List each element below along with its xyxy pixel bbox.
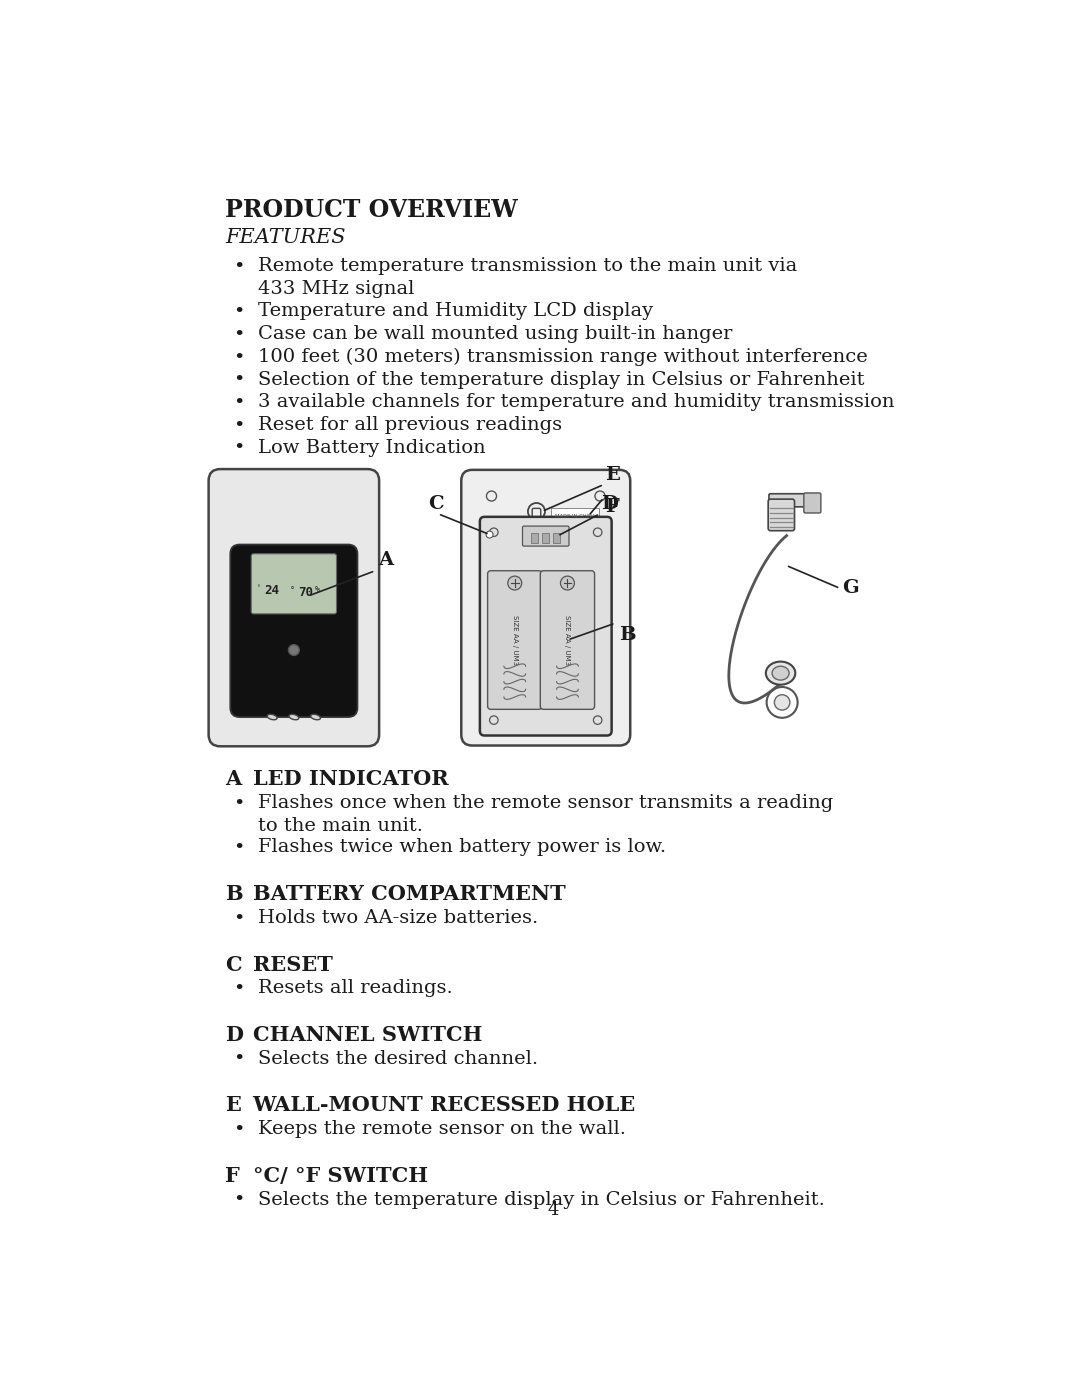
Text: Low Battery Indication: Low Battery Indication [258, 439, 486, 457]
Text: B: B [619, 626, 635, 644]
Text: •: • [233, 349, 244, 366]
Text: MADE IN CHINA: MADE IN CHINA [555, 514, 595, 518]
Circle shape [288, 644, 299, 655]
Text: 70: 70 [298, 587, 313, 599]
FancyBboxPatch shape [252, 553, 337, 613]
FancyBboxPatch shape [230, 545, 357, 717]
Text: WALL-MOUNT RECESSED HOLE: WALL-MOUNT RECESSED HOLE [253, 1095, 636, 1115]
Text: •: • [233, 840, 244, 858]
Text: °C/ °F SWITCH: °C/ °F SWITCH [253, 1166, 428, 1186]
Text: C: C [428, 495, 444, 513]
Text: Selection of the temperature display in Celsius or Fahrenheit: Selection of the temperature display in … [258, 370, 864, 388]
Ellipse shape [289, 714, 299, 719]
Text: Keeps the remote sensor on the wall.: Keeps the remote sensor on the wall. [258, 1120, 626, 1139]
Text: Flashes twice when battery power is low.: Flashes twice when battery power is low. [258, 838, 666, 856]
FancyBboxPatch shape [769, 493, 814, 507]
Text: 433 MHz signal: 433 MHz signal [258, 279, 415, 298]
Text: to the main unit.: to the main unit. [258, 817, 423, 835]
Text: •: • [233, 257, 244, 275]
FancyBboxPatch shape [480, 517, 611, 735]
Ellipse shape [311, 714, 321, 719]
FancyBboxPatch shape [488, 571, 542, 710]
Text: E: E [606, 465, 620, 483]
Text: •: • [233, 1192, 244, 1210]
FancyBboxPatch shape [542, 534, 550, 543]
Circle shape [595, 490, 605, 502]
Circle shape [486, 531, 494, 538]
FancyBboxPatch shape [804, 493, 821, 513]
FancyBboxPatch shape [551, 507, 599, 524]
Circle shape [774, 694, 789, 710]
Text: •: • [233, 909, 244, 928]
Ellipse shape [267, 714, 278, 719]
Text: Holds two AA-size batteries.: Holds two AA-size batteries. [258, 909, 538, 926]
Circle shape [528, 503, 545, 520]
Ellipse shape [772, 666, 789, 680]
Text: SIZE AA / UM3: SIZE AA / UM3 [565, 615, 570, 665]
Text: Flashes once when the remote sensor transmits a reading: Flashes once when the remote sensor tran… [258, 793, 833, 812]
Text: LED INDICATOR: LED INDICATOR [253, 770, 448, 789]
Circle shape [489, 528, 498, 536]
FancyBboxPatch shape [553, 534, 561, 543]
FancyBboxPatch shape [531, 534, 539, 543]
Text: G: G [842, 580, 860, 598]
FancyBboxPatch shape [523, 527, 569, 546]
Circle shape [593, 715, 602, 725]
Text: F: F [606, 499, 619, 517]
Text: •: • [233, 416, 244, 434]
Text: E: E [226, 1095, 241, 1115]
Text: Reset for all previous readings: Reset for all previous readings [258, 416, 562, 434]
Circle shape [508, 576, 522, 590]
Text: 24: 24 [265, 584, 280, 597]
Text: C: C [226, 954, 242, 975]
Text: 3 available channels for temperature and humidity transmission: 3 available channels for temperature and… [258, 393, 894, 411]
Text: 4: 4 [548, 1200, 559, 1218]
Text: •: • [233, 372, 244, 390]
Text: A: A [378, 552, 393, 569]
Text: RESET: RESET [253, 954, 333, 975]
Text: A: A [226, 770, 242, 789]
FancyBboxPatch shape [461, 469, 631, 746]
FancyBboxPatch shape [768, 499, 795, 531]
Text: 100 feet (30 meters) transmission range without interference: 100 feet (30 meters) transmission range … [258, 348, 867, 366]
Text: •: • [233, 795, 244, 813]
Text: •: • [233, 394, 244, 412]
Text: Case can be wall mounted using built-in hanger: Case can be wall mounted using built-in … [258, 326, 732, 344]
Text: D: D [226, 1025, 243, 1045]
Text: Selects the desired channel.: Selects the desired channel. [258, 1049, 538, 1067]
Text: %: % [314, 584, 320, 594]
Text: •: • [233, 1051, 244, 1069]
Text: B: B [226, 884, 243, 904]
Text: •: • [233, 1120, 244, 1139]
Circle shape [489, 715, 498, 725]
Text: PRODUCT OVERVIEW: PRODUCT OVERVIEW [226, 198, 518, 222]
Circle shape [486, 490, 497, 502]
Text: •: • [233, 326, 244, 344]
Circle shape [593, 528, 602, 536]
Text: Temperature and Humidity LCD display: Temperature and Humidity LCD display [258, 302, 653, 320]
Text: ': ' [255, 583, 261, 594]
Text: •: • [233, 979, 244, 997]
FancyBboxPatch shape [208, 469, 379, 746]
Ellipse shape [766, 662, 795, 685]
Text: SIZE AA / UM3: SIZE AA / UM3 [512, 615, 517, 665]
Text: F: F [226, 1166, 240, 1186]
Circle shape [561, 576, 575, 590]
Text: Remote temperature transmission to the main unit via: Remote temperature transmission to the m… [258, 257, 797, 275]
FancyBboxPatch shape [540, 571, 595, 710]
Text: D: D [602, 495, 619, 513]
Text: BATTERY COMPARTMENT: BATTERY COMPARTMENT [253, 884, 565, 904]
Text: FEATURES: FEATURES [226, 228, 346, 247]
Text: •: • [233, 303, 244, 321]
Text: Resets all readings.: Resets all readings. [258, 979, 453, 997]
Text: •: • [233, 440, 244, 457]
FancyBboxPatch shape [532, 509, 541, 534]
Text: °: ° [291, 587, 295, 595]
Text: Selects the temperature display in Celsius or Fahrenheit.: Selects the temperature display in Celsi… [258, 1190, 825, 1208]
Text: CHANNEL SWITCH: CHANNEL SWITCH [253, 1025, 482, 1045]
